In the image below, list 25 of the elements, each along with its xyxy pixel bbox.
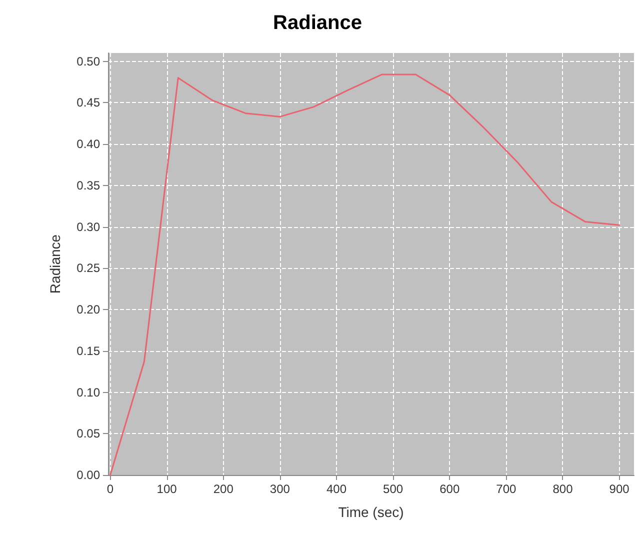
y-tick-label: 0.50: [76, 54, 100, 68]
x-axis-title: Time (sec): [338, 504, 404, 520]
y-tick-label: 0.10: [76, 385, 100, 400]
y-axis-title: Radiance: [47, 234, 63, 294]
y-tick-label: 0.20: [76, 302, 100, 317]
x-tick-label: 100: [156, 482, 178, 496]
x-tick-label: 700: [496, 482, 517, 496]
x-tick-label: 400: [326, 482, 347, 496]
y-tick-label: 0.45: [76, 96, 100, 110]
y-tick-label: 0.25: [76, 261, 100, 276]
x-tick-label: 0: [106, 482, 114, 496]
y-tick-label: 0.05: [76, 426, 100, 441]
x-tick-label: 500: [383, 482, 404, 496]
x-tick-label: 800: [552, 482, 574, 496]
chart-title: Radiance: [273, 12, 362, 34]
y-tick-label: 0.30: [76, 220, 100, 234]
x-tick-label: 600: [440, 482, 460, 496]
y-tick-label: 0.15: [76, 344, 100, 358]
y-tick-label: 0.40: [76, 137, 100, 152]
x-tick-label: 300: [270, 482, 290, 496]
y-tick-label: 0.35: [76, 178, 100, 192]
line-series: [110, 74, 620, 476]
x-tick-label: 200: [213, 482, 234, 496]
y-tick-label: 0.00: [76, 468, 100, 482]
x-tick-label: 900: [609, 482, 630, 496]
